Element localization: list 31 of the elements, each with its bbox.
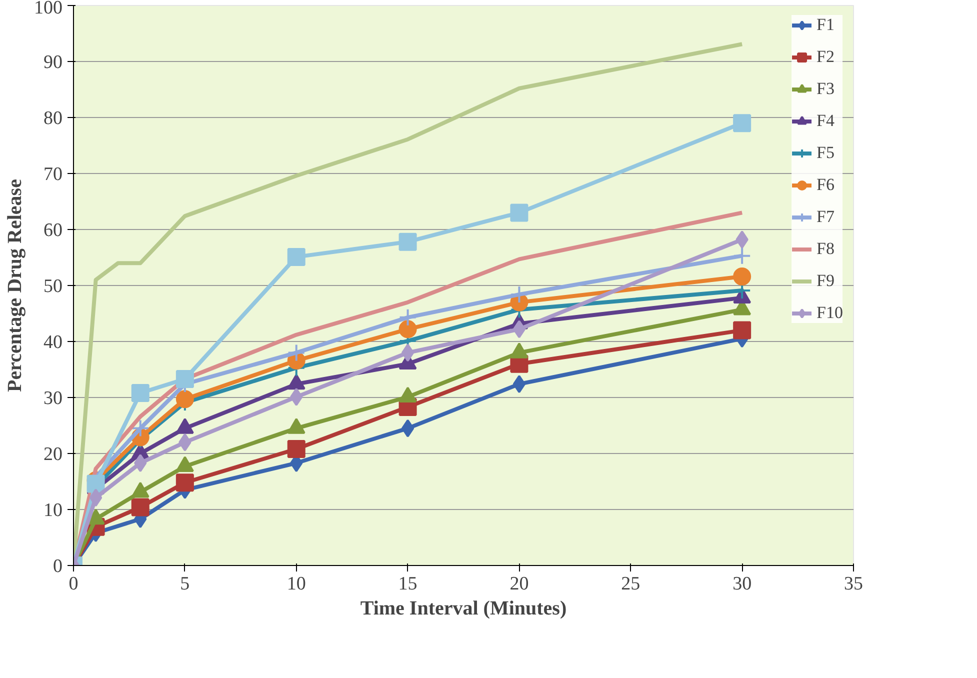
legend-label: F4: [816, 111, 836, 131]
x-tick-label: 20: [510, 574, 529, 594]
y-tick-label: 0: [53, 556, 62, 577]
y-tick-label: 70: [44, 164, 62, 185]
legend-label: F6: [816, 175, 836, 195]
legend-label: F10: [816, 303, 843, 323]
legend-label: F1: [816, 15, 836, 35]
legend-label: F3: [816, 79, 836, 99]
legend-label: F5: [816, 143, 836, 163]
legend-label: F8: [816, 239, 836, 259]
legend-label: F7: [816, 207, 836, 227]
legend-label: F2: [816, 47, 836, 67]
x-tick-label: 35: [844, 574, 863, 594]
y-tick-label: 100: [34, 0, 62, 18]
legend-label: F9: [816, 271, 836, 291]
x-tick-label: 15: [398, 574, 418, 594]
x-axis-title: Time Interval (Minutes): [360, 598, 567, 620]
y-axis-title: Percentage Drug Release: [4, 178, 26, 392]
y-tick-label: 90: [44, 52, 62, 73]
y-tick-label: 50: [44, 276, 62, 297]
y-tick-label: 80: [44, 108, 62, 129]
y-tick-label: 10: [44, 500, 62, 521]
y-tick-label: 20: [44, 444, 62, 465]
y-tick-label: 60: [44, 220, 62, 241]
y-tick-label: 40: [44, 332, 62, 353]
y-tick-label: 30: [44, 388, 62, 409]
x-tick-label: 25: [621, 574, 640, 594]
x-tick-label: 5: [180, 574, 190, 594]
x-tick-label: 10: [286, 574, 306, 594]
x-tick-label: 0: [68, 574, 78, 594]
x-tick-label: 30: [732, 574, 752, 594]
